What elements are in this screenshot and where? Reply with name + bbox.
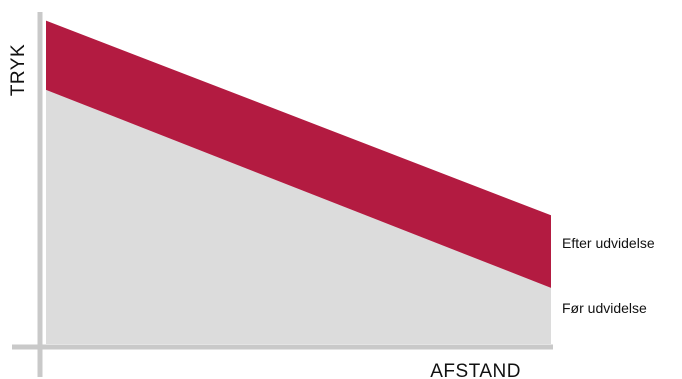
area-layer	[46, 20, 551, 345]
area-before-expansion	[46, 89, 551, 345]
area-after-expansion	[46, 20, 551, 288]
x-axis-label: AFSTAND	[430, 361, 521, 379]
series-label-before-expansion: Før udvidelse	[562, 300, 647, 316]
y-axis-label: TRYK	[8, 44, 29, 96]
series-label-after-expansion: Efter udvidelse	[562, 235, 655, 251]
